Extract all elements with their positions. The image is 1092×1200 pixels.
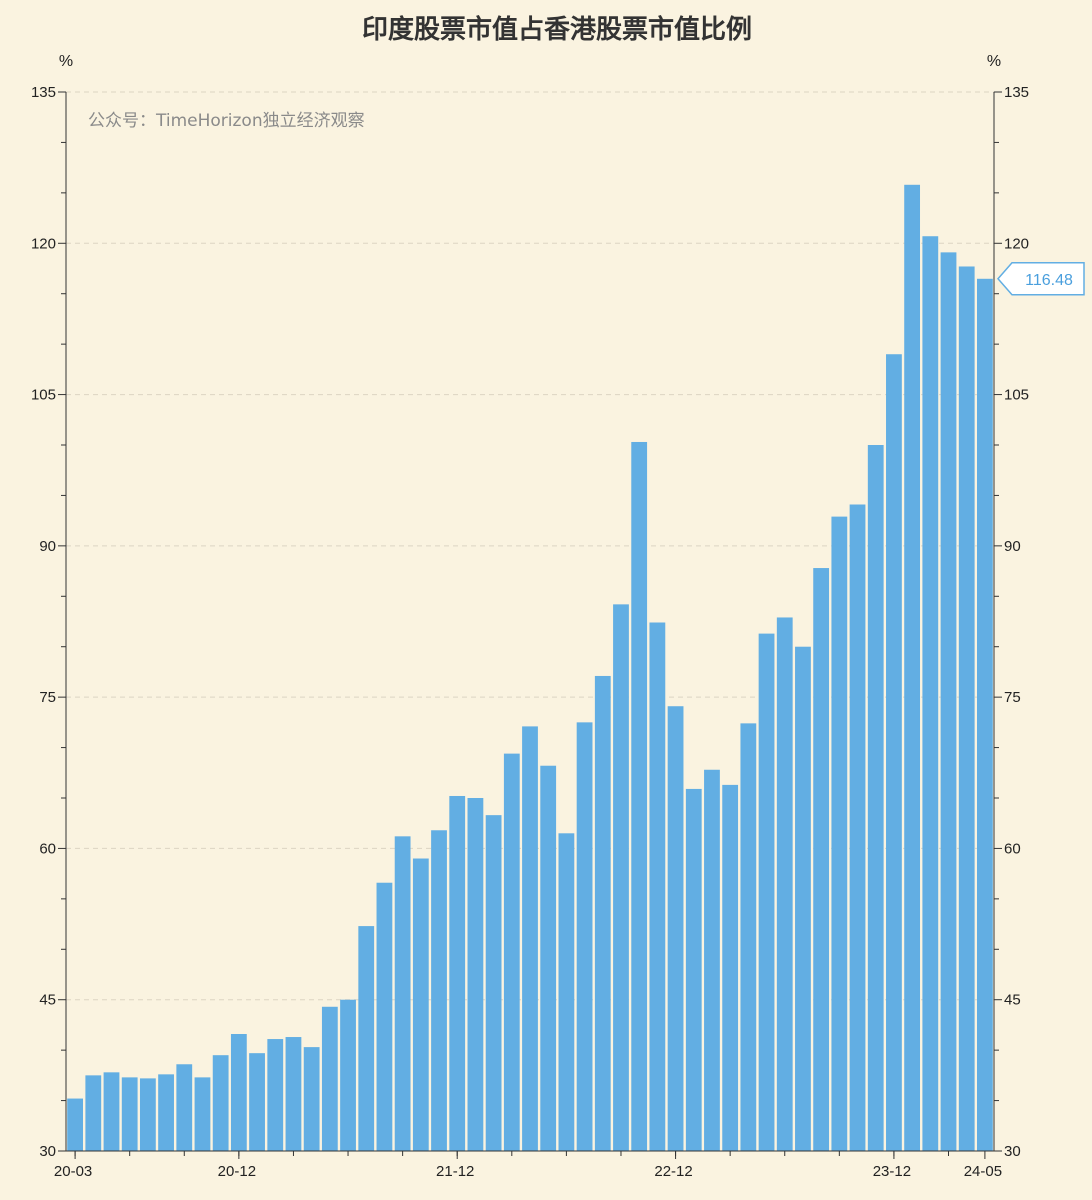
bar: [740, 723, 757, 1151]
bar: [594, 675, 611, 1151]
bar: [376, 882, 393, 1151]
bar: [85, 1075, 102, 1151]
y-tick-label-left: 30: [39, 1143, 56, 1160]
bar: [121, 1077, 138, 1151]
bar: [212, 1055, 229, 1151]
callout-label: 116.48: [1025, 272, 1073, 289]
bar: [194, 1077, 211, 1151]
watermark: 公众号：TimeHorizon独立经济观察: [88, 111, 365, 131]
bar: [158, 1074, 174, 1151]
bar: [722, 784, 739, 1151]
y-tick-label-left: 90: [39, 538, 56, 555]
bar: [267, 1039, 284, 1151]
bar: [431, 830, 447, 1151]
y-tick-label-left: 105: [31, 387, 56, 404]
bar: [285, 1037, 302, 1151]
value-callout: 116.48: [997, 262, 1085, 296]
bar: [230, 1034, 247, 1151]
bar: [649, 622, 666, 1151]
bar: [795, 646, 811, 1151]
bar: [522, 726, 538, 1151]
bar: [412, 858, 429, 1151]
bar: [958, 266, 975, 1151]
y-tick-label-right: 60: [1004, 840, 1021, 857]
bar: [940, 252, 957, 1151]
callout-box: [997, 262, 1085, 296]
y-tick-label-right: 105: [1004, 387, 1029, 404]
bar: [467, 798, 484, 1151]
bar: [922, 236, 939, 1151]
y-tick-label-right: 30: [1004, 1143, 1021, 1160]
bar: [558, 833, 575, 1151]
bar: [867, 445, 884, 1151]
bar: [67, 1098, 83, 1151]
y-tick-label-right: 45: [1004, 992, 1021, 1009]
bar: [176, 1064, 193, 1151]
bar-series: [67, 184, 993, 1152]
bar: [139, 1078, 156, 1151]
bar: [394, 836, 411, 1151]
y-axis-unit-right: %: [987, 53, 1001, 70]
bar: [977, 278, 993, 1151]
bar: [303, 1047, 320, 1151]
bar: [358, 926, 375, 1151]
y-tick-label-left: 45: [39, 992, 56, 1009]
x-tick-label: 23-12: [873, 1163, 911, 1180]
bar: [449, 795, 466, 1151]
bar: [249, 1053, 265, 1151]
x-tick-label: 21-12: [436, 1163, 474, 1180]
bar: [831, 516, 848, 1151]
bar: [886, 354, 902, 1151]
x-tick-label: 20-03: [54, 1163, 92, 1180]
bar: [849, 504, 866, 1151]
y-tick-label-right: 75: [1004, 689, 1021, 706]
x-tick-label: 24-05: [964, 1163, 1002, 1180]
bar: [321, 1006, 338, 1151]
bar: [667, 706, 684, 1151]
bar: [503, 753, 520, 1151]
x-tick-label: 22-12: [654, 1163, 692, 1180]
y-tick-label-right: 120: [1004, 235, 1029, 252]
y-tick-label-left: 60: [39, 840, 56, 857]
bar: [613, 604, 629, 1151]
bar: [103, 1072, 120, 1151]
bar: [340, 999, 356, 1151]
y-tick-label-right: 90: [1004, 538, 1021, 555]
bar: [576, 722, 593, 1151]
bar: [485, 815, 502, 1151]
axes: 30 30 45 45 60 60 75 75 90 90 105 105 120 120 135 135 20…: [31, 84, 1029, 1180]
bar: [704, 769, 720, 1151]
y-tick-label-left: 120: [31, 235, 56, 252]
bar: [758, 633, 775, 1151]
y-axis-unit-left: %: [59, 53, 73, 70]
bar: [631, 441, 648, 1152]
chart-title: 印度股票市值占香港股票市值比例: [362, 14, 752, 45]
bar: [776, 617, 793, 1151]
bar: [685, 788, 702, 1151]
bar: [813, 568, 830, 1151]
x-tick-label: 20-12: [218, 1163, 256, 1180]
y-tick-label-right: 135: [1004, 84, 1029, 101]
y-tick-label-left: 75: [39, 689, 56, 706]
bar: [540, 765, 557, 1151]
y-tick-label-left: 135: [31, 84, 56, 101]
bar: [904, 184, 921, 1151]
